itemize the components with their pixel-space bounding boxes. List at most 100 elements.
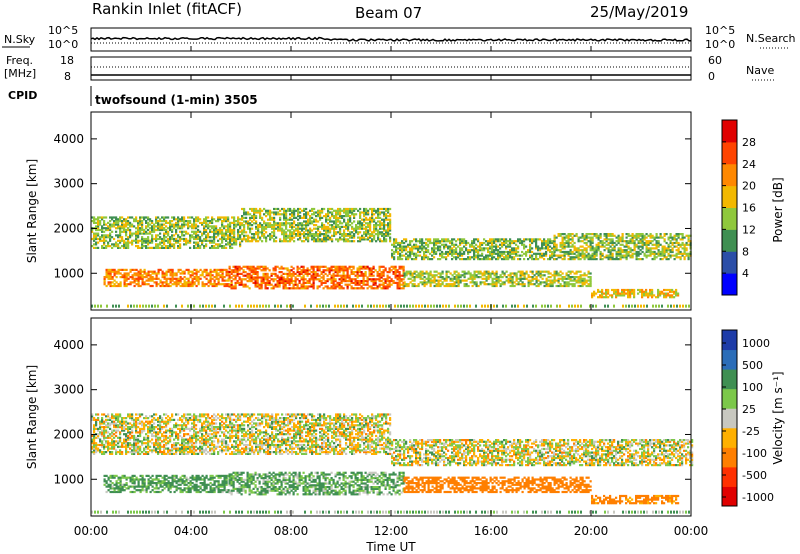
- heatmap-cell: [387, 224, 390, 227]
- heatmap-cell: [535, 240, 538, 243]
- heatmap-cell: [339, 222, 342, 225]
- heatmap-cell: [306, 267, 309, 270]
- heatmap-cell: [191, 216, 194, 219]
- heatmap-cell: [296, 274, 299, 277]
- heatmap-cell: [137, 227, 140, 230]
- heatmap-cell: [453, 245, 456, 248]
- heatmap-cell: [205, 230, 208, 233]
- heatmap-cell: [553, 240, 556, 243]
- heatmap-cell: [559, 277, 562, 280]
- heatmap-cell: [553, 234, 556, 237]
- heatmap-cell: [356, 274, 359, 277]
- heatmap-cell: [671, 250, 674, 254]
- heatmap-cell: [155, 283, 158, 286]
- heatmap-cell: [255, 225, 258, 228]
- heatmap-cell: [294, 276, 297, 279]
- heatmap-cell: [171, 276, 174, 279]
- heatmap-cell: [335, 216, 338, 219]
- heatmap-cell: [633, 294, 636, 297]
- heatmap-cell: [195, 227, 198, 230]
- heatmap-cell: [571, 250, 574, 254]
- heatmap-cell: [141, 221, 144, 224]
- heatmap-cell: [387, 211, 390, 214]
- heatmap-cell: [513, 256, 516, 259]
- heatmap-cell: [364, 272, 367, 275]
- colorbar-tick-label: 4: [742, 267, 749, 280]
- heatmap-cell: [151, 279, 154, 282]
- heatmap-cell: [465, 241, 468, 245]
- heatmap-cell: [389, 218, 392, 221]
- heatmap-cell: [169, 245, 172, 248]
- heatmap-cell: [384, 285, 387, 288]
- heatmap-cell: [335, 220, 338, 223]
- heatmap-cell: [435, 252, 438, 255]
- heatmap-cell: [599, 236, 602, 239]
- heatmap-cell: [629, 292, 632, 295]
- heatmap-cell: [386, 278, 389, 281]
- heatmap-cell: [213, 268, 216, 271]
- heatmap-cell: [167, 239, 170, 242]
- heatmap-cell: [659, 236, 662, 239]
- heatmap-cell: [261, 240, 264, 243]
- heatmap-cell: [283, 215, 286, 218]
- heatmap-cell: [271, 218, 274, 221]
- heatmap-cell: [497, 249, 500, 252]
- heatmap-cell: [569, 270, 572, 273]
- heatmap-cell: [411, 274, 414, 277]
- heatmap-cell: [209, 277, 212, 280]
- heatmap-cell: [451, 274, 454, 277]
- heatmap-cell: [227, 227, 230, 230]
- heatmap-cell: [555, 254, 558, 257]
- heatmap-cell: [183, 225, 186, 228]
- heatmap-cell: [153, 228, 156, 232]
- heatmap-cell: [269, 233, 272, 236]
- heatmap-cell: [469, 243, 472, 246]
- heatmap-cell: [605, 288, 608, 292]
- heatmap-cell: [547, 279, 550, 282]
- heatmap-cell: [373, 236, 376, 239]
- heatmap-cell: [667, 254, 670, 257]
- heatmap-cell: [316, 278, 319, 281]
- heatmap-cell: [347, 215, 350, 218]
- heatmap-cell: [579, 249, 582, 252]
- heatmap-cell: [425, 277, 428, 280]
- heatmap-cell: [293, 229, 296, 232]
- heatmap-cell: [567, 284, 570, 288]
- heatmap-cell: [105, 274, 108, 277]
- heatmap-cell: [645, 288, 648, 292]
- heatmap-cell: [415, 304, 417, 308]
- heatmap-cell: [409, 247, 412, 250]
- heatmap-cell: [284, 278, 287, 281]
- heatmap-cell: [547, 272, 550, 275]
- heatmap-cell: [383, 207, 386, 211]
- heatmap-cell: [183, 279, 186, 282]
- heatmap-cell: [449, 247, 452, 250]
- heatmap-cell: [334, 269, 337, 272]
- heatmap-cell: [382, 278, 385, 281]
- heatmap-cell: [505, 304, 507, 308]
- heatmap-cell: [141, 220, 144, 223]
- heatmap-cell: [107, 221, 110, 224]
- heatmap-cell: [386, 271, 389, 274]
- heatmap-cell: [95, 246, 98, 249]
- heatmap-cell: [354, 274, 357, 277]
- heatmap-cell: [251, 240, 254, 243]
- heatmap-cell: [292, 280, 295, 283]
- heatmap-cell: [193, 241, 196, 244]
- heatmap-cell: [360, 281, 363, 284]
- heatmap-cell: [324, 272, 327, 275]
- heatmap-cell: [169, 237, 172, 241]
- heatmap-cell: [304, 278, 307, 281]
- heatmap-cell: [344, 274, 347, 277]
- heatmap-cell: [301, 225, 304, 228]
- heatmap-cell: [487, 272, 490, 275]
- heatmap-cell: [154, 304, 156, 308]
- heatmap-cell: [613, 258, 616, 261]
- heatmap-cell: [425, 272, 428, 275]
- heatmap-cell: [365, 233, 368, 236]
- heatmap-cell: [287, 209, 290, 212]
- heatmap-cell: [145, 283, 148, 286]
- heatmap-cell: [515, 250, 518, 254]
- heatmap-cell: [525, 277, 528, 280]
- heatmap-cell: [615, 236, 618, 239]
